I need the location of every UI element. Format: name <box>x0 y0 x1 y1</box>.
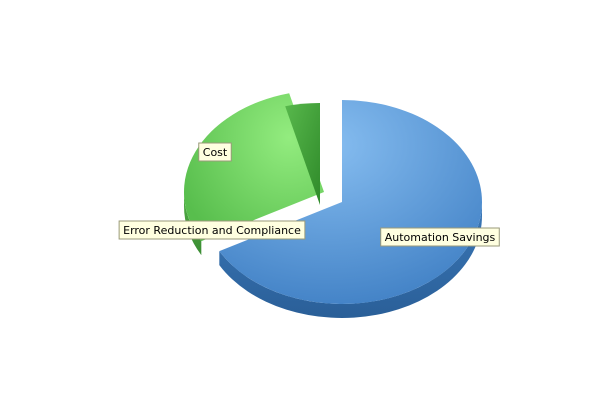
pie-slice-cost[interactable] <box>184 93 324 242</box>
slice-label-text: Automation Savings <box>385 231 496 244</box>
slice-label-text: Error Reduction and Compliance <box>123 224 301 237</box>
pie-slice-error-reduction-and-compliance[interactable] <box>285 103 320 205</box>
slice-label-error-reduction-and-compliance: Error Reduction and Compliance <box>118 220 306 240</box>
pie-slice-side-automation-savings <box>219 202 482 319</box>
slice-label-automation-savings: Automation Savings <box>380 227 500 247</box>
slice-label-text: Cost <box>203 146 228 159</box>
slice-label-cost: Cost <box>198 142 232 162</box>
pie-slice-automation-savings[interactable] <box>219 100 483 304</box>
